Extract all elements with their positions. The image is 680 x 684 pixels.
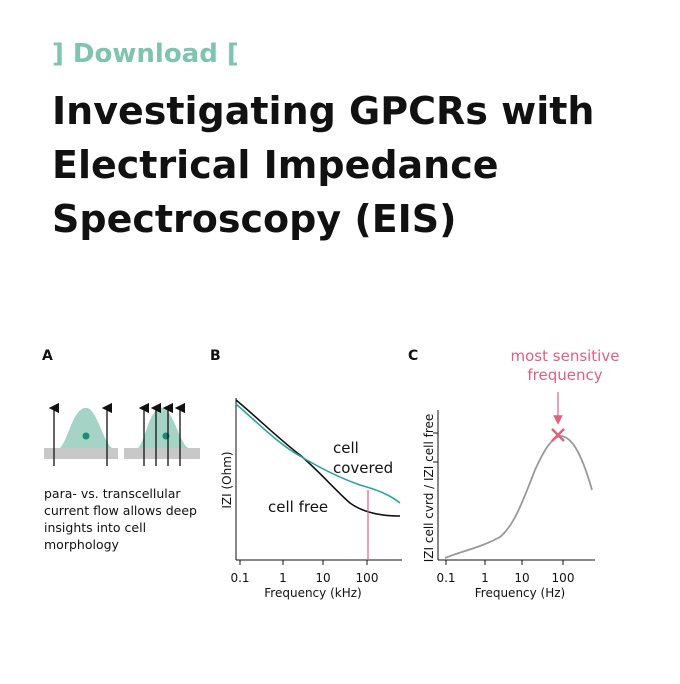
panel-label: C bbox=[408, 348, 418, 364]
curve-label: cell bbox=[333, 439, 359, 457]
ratio-curve bbox=[444, 435, 593, 559]
curve-label: covered bbox=[333, 459, 393, 477]
y-axis-label: IZI cell cvrd / IZI cell free bbox=[422, 414, 436, 563]
x-tick-label: 10 bbox=[514, 571, 529, 585]
axes bbox=[235, 398, 402, 565]
caption-line: insights into cell bbox=[44, 520, 146, 535]
panel-label: B bbox=[210, 348, 221, 364]
download-tag[interactable]: ] Download [ bbox=[52, 39, 239, 69]
caption-line: morphology bbox=[44, 537, 120, 552]
y-axis-label: IZI (Ohm) bbox=[220, 451, 234, 508]
axes bbox=[433, 410, 595, 565]
title-line: Investigating GPCRs with bbox=[52, 89, 594, 133]
curve-cell-covered bbox=[235, 403, 401, 504]
x-tick-label: 100 bbox=[552, 571, 575, 585]
x-tick-label: 10 bbox=[315, 571, 330, 585]
x-tick-label: 1 bbox=[481, 571, 489, 585]
x-tick-label: 1 bbox=[279, 571, 287, 585]
caption-line: para- vs. transcellular bbox=[44, 486, 181, 501]
annotation-line: frequency bbox=[527, 366, 602, 384]
title-line: Spectroscopy (EIS) bbox=[52, 197, 457, 241]
x-axis-label: Frequency (kHz) bbox=[264, 586, 361, 600]
curve-label: cell free bbox=[268, 498, 328, 516]
x-axis-label: Frequency (Hz) bbox=[475, 586, 566, 600]
annotation-line: most sensitive bbox=[511, 347, 620, 365]
title-line: Electrical Impedance bbox=[52, 143, 499, 187]
caption-line: current flow allows deep bbox=[44, 503, 197, 518]
x-tick-label: 100 bbox=[356, 571, 379, 585]
cell-diagram bbox=[44, 402, 200, 466]
x-tick-label: 0.1 bbox=[436, 571, 455, 585]
x-tick-label: 0.1 bbox=[230, 571, 249, 585]
peak-marker bbox=[551, 428, 565, 442]
panel-label: A bbox=[42, 348, 53, 364]
curve-cell-free bbox=[235, 399, 401, 517]
